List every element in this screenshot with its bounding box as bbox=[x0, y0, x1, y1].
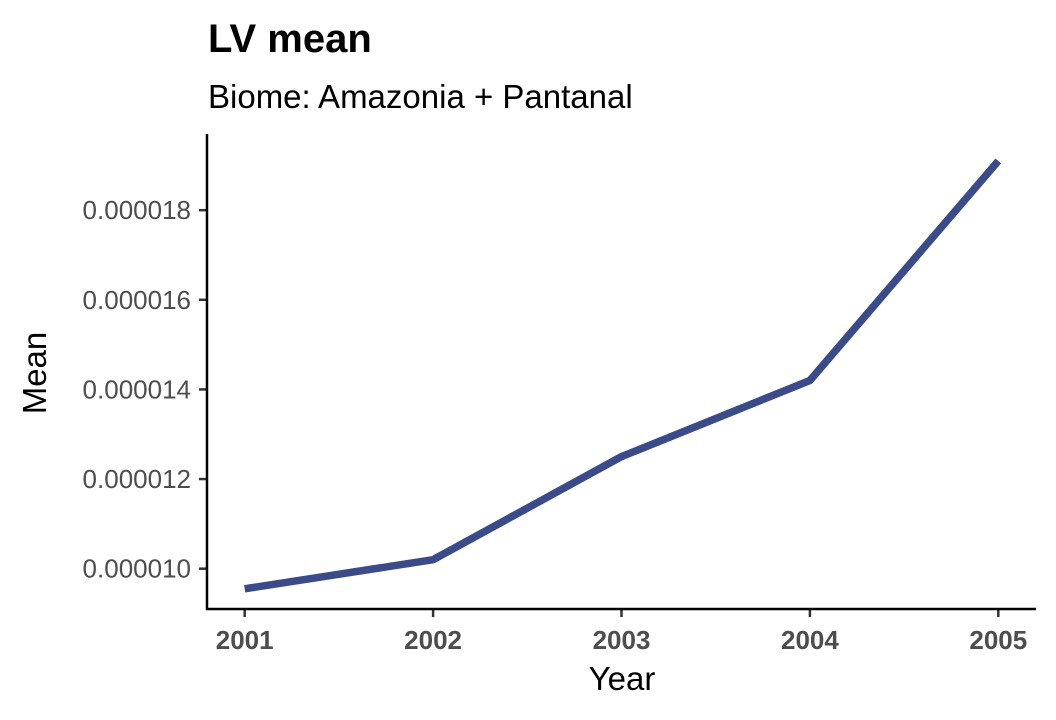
x-tick-label: 2004 bbox=[781, 625, 839, 655]
chart-title: LV mean bbox=[208, 17, 372, 61]
x-axis-ticks: 2001 2002 2003 2004 2005 bbox=[216, 609, 1027, 655]
x-tick-label: 2002 bbox=[404, 625, 462, 655]
y-tick-label: 0.000010 bbox=[83, 554, 191, 584]
y-tick-label: 0.000018 bbox=[83, 195, 191, 225]
chart-subtitle: Biome: Amazonia + Pantanal bbox=[208, 78, 633, 115]
x-tick-label: 2003 bbox=[593, 625, 651, 655]
series-line bbox=[244, 158, 1002, 593]
x-tick-label: 2005 bbox=[969, 625, 1027, 655]
plot-area: 0.000010 0.000012 0.000014 0.000016 0.000018… bbox=[83, 134, 1036, 655]
y-tick-label: 0.000012 bbox=[83, 464, 191, 494]
y-tick-label: 0.000014 bbox=[83, 374, 191, 404]
x-axis-title: Year bbox=[589, 660, 656, 697]
y-axis-title: Mean bbox=[16, 332, 53, 415]
x-tick-label: 2001 bbox=[216, 625, 274, 655]
series-group bbox=[244, 158, 1002, 593]
y-axis-ticks: 0.000010 0.000012 0.000014 0.000016 0.000018 bbox=[83, 195, 207, 584]
y-tick-label: 0.000016 bbox=[83, 285, 191, 315]
